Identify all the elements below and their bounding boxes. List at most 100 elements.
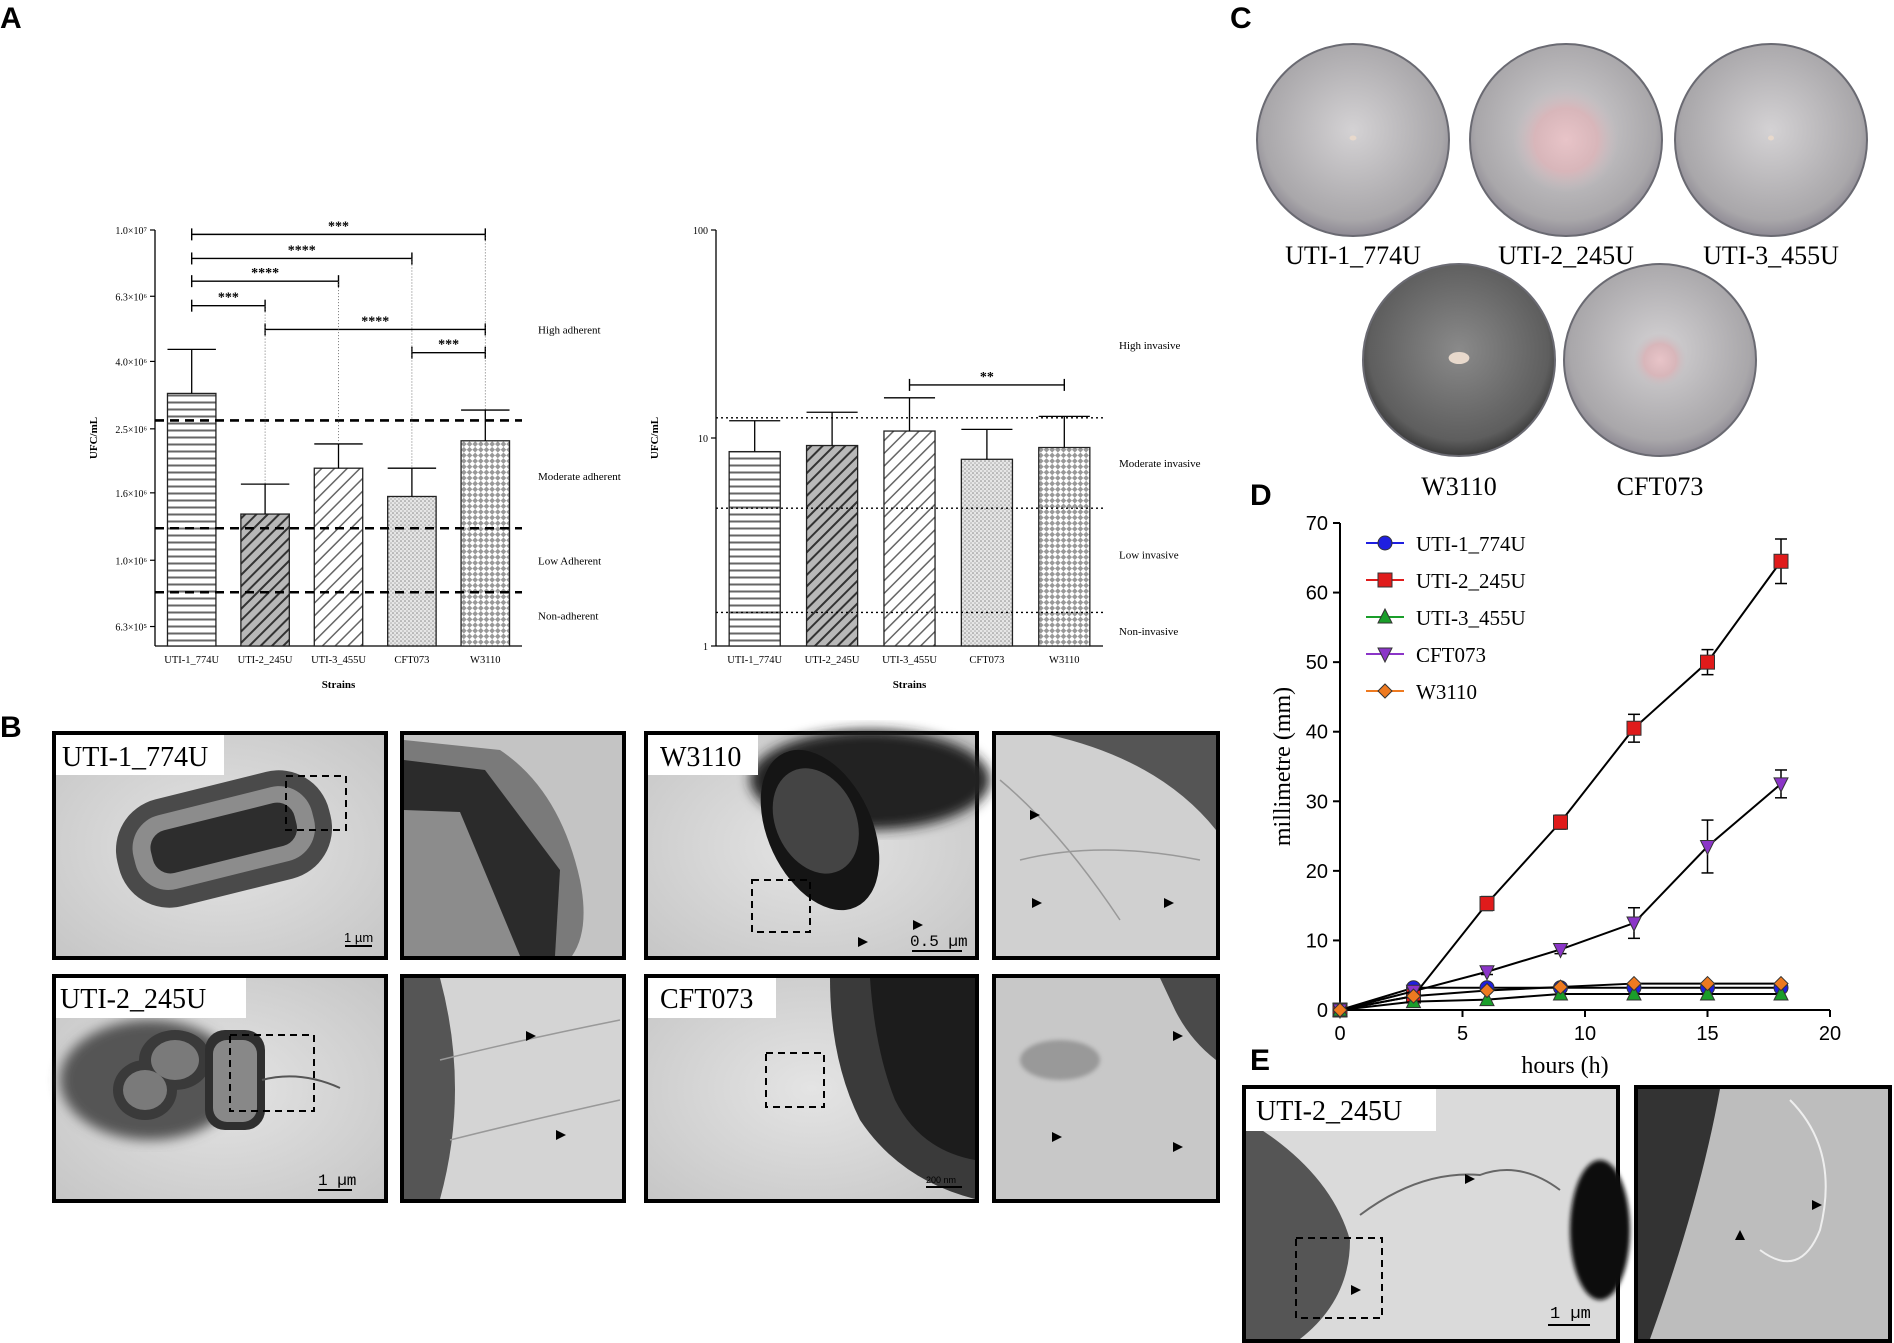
colony-spot — [1349, 135, 1357, 141]
y-axis-label: UFC/mL — [88, 417, 100, 459]
data-point — [1405, 988, 1422, 1004]
legend-swatch-marker — [1377, 535, 1393, 551]
legend-label: W3110 — [1416, 680, 1477, 704]
bar — [460, 440, 511, 647]
legend-swatch-marker — [1377, 607, 1393, 624]
zone-label: Low Adherent — [538, 555, 601, 567]
y-tick-label: 0 — [1317, 1000, 1328, 1022]
y-axis-label: UFC/mL — [649, 417, 661, 459]
data-point — [1773, 984, 1789, 1001]
bar — [728, 450, 781, 647]
y-tick-label: 20 — [1306, 861, 1328, 883]
adherence-bar-chart: 1.0×10⁷ 6.3×10⁶ 4.0×10⁶ 2.5×10⁶ 1.6×10⁶ 1.0×1… — [88, 219, 621, 691]
x-axis-label: hours (h) — [1521, 1053, 1608, 1079]
data-point — [1479, 982, 1495, 999]
x-tick-label: 20 — [1819, 1023, 1841, 1045]
x-tick-label: UTI-2_245U — [805, 655, 860, 666]
panel-label-e: E — [1250, 1044, 1270, 1077]
micrograph-group-b: UTI-1_774U 1 µm W3110 0.5 µm — [52, 730, 1220, 1203]
micrograph-label: UTI-2_245U — [60, 984, 206, 1015]
legend-swatch-marker — [1377, 683, 1393, 699]
micrograph-uti1-main: UTI-1_774U 1 µm — [52, 731, 388, 960]
panel-label-b: B — [0, 711, 22, 744]
y-axis-label: millimetre (mm) — [1270, 687, 1296, 846]
data-point — [1699, 840, 1716, 856]
colony-spot — [1448, 351, 1470, 365]
invasion-bar-chart: 100 10 1 UFC/mL Strains UTI-1_774U UTI-2_245U U… — [649, 226, 1201, 691]
y-tick-label: 10 — [698, 434, 708, 445]
data-point — [1626, 720, 1642, 736]
plate-UTI-2_245U: UTI-2_245U — [1469, 43, 1663, 270]
panel-label-d: D — [1250, 479, 1272, 512]
y-tick-label: 10 — [1306, 930, 1328, 952]
y-tick-label: 70 — [1306, 513, 1328, 535]
micrograph-uti2-main: UTI-2_245U 1 µm — [52, 974, 388, 1203]
micrograph-group-e: UTI-2_245U 1 µm — [1242, 1085, 1892, 1343]
data-point — [1552, 942, 1569, 959]
x-tick-label: UTI-3_455U — [882, 655, 937, 666]
significance-label: **** — [251, 266, 279, 281]
x-tick-label: UTI-3_455U — [311, 655, 366, 666]
micrograph-label: CFT073 — [660, 984, 753, 1015]
x-tick-label: W3110 — [1049, 655, 1080, 666]
plate-UTI-1_774U: UTI-1_774U — [1256, 43, 1450, 270]
data-point — [1626, 984, 1642, 1001]
panel-label-a: A — [0, 2, 22, 35]
y-tick-label: 1.0×10⁷ — [115, 226, 147, 237]
bar — [387, 495, 437, 647]
micrograph-label: UTI-1_774U — [62, 742, 208, 773]
significance-label: **** — [361, 314, 389, 329]
data-point — [1699, 984, 1716, 1001]
data-point — [1479, 990, 1495, 1007]
legend-swatch-marker — [1377, 572, 1393, 588]
y-tick-label: 1.6×10⁶ — [115, 489, 147, 500]
y-tick-label: 60 — [1306, 583, 1328, 605]
data-point — [1332, 1002, 1348, 1018]
plate-label: UTI-1_774U — [1285, 241, 1421, 270]
zone-label: High invasive — [1119, 340, 1181, 352]
bar — [313, 467, 364, 647]
micrograph-cft073-main: CFT073 200 nm — [644, 974, 979, 1203]
x-tick-label: 10 — [1574, 1023, 1596, 1045]
data-point — [1626, 975, 1642, 992]
legend-swatch-marker — [1377, 647, 1393, 664]
y-tick-label: 40 — [1306, 722, 1328, 744]
data-point — [1773, 777, 1789, 794]
x-tick-label: UTI-2_245U — [238, 655, 293, 666]
x-tick-label: 15 — [1696, 1023, 1718, 1045]
scale-bar-label: 1 µm — [1550, 1305, 1591, 1324]
plate-label: UTI-3_455U — [1703, 241, 1839, 270]
bar — [805, 444, 859, 647]
bar — [883, 430, 936, 647]
y-tick-label: 50 — [1306, 652, 1328, 674]
data-point — [1700, 654, 1715, 670]
x-tick-label: 0 — [1334, 1023, 1345, 1045]
x-axis-label: Strains — [322, 679, 356, 691]
scale-bar-label: 1 µm — [318, 1172, 356, 1190]
y-tick-label: 1 — [703, 642, 708, 653]
x-axis-label: Strains — [893, 679, 927, 691]
significance-label: *** — [218, 291, 239, 306]
data-point — [1773, 553, 1789, 569]
x-tick-label: W3110 — [470, 655, 501, 666]
plate-label: W3110 — [1421, 472, 1497, 501]
micrograph-e-main: UTI-2_245U 1 µm — [1242, 1085, 1630, 1343]
significance-label: **** — [288, 243, 316, 258]
y-tick-label: 4.0×10⁶ — [115, 357, 147, 368]
data-point — [1479, 896, 1495, 912]
significance-label: *** — [438, 338, 459, 353]
series-W3110 — [1332, 975, 1789, 1018]
plate-UTI-3_455U: UTI-3_455U — [1674, 43, 1868, 270]
scale-bar-label: 1 µm — [344, 930, 373, 945]
micrograph-uti2-zoom — [400, 974, 626, 1203]
x-tick-label: CFT073 — [969, 655, 1004, 666]
x-tick-label: CFT073 — [394, 655, 429, 666]
zone-label: Non-adherent — [538, 611, 598, 623]
legend-label: UTI-3_455U — [1416, 606, 1526, 630]
swimming-line-chart: 0 10 20 30 40 50 60 70 0 5 10 15 20 millimetre (mm) ho… — [1270, 513, 1841, 1079]
data-point — [1553, 814, 1568, 830]
micrograph-cft073-zoom — [992, 974, 1220, 1203]
x-tick-label: UTI-1_774U — [727, 655, 782, 666]
plate-W3110: W3110 — [1362, 263, 1556, 501]
